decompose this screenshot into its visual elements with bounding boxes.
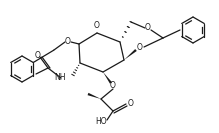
Polygon shape [103, 72, 112, 84]
Text: O: O [65, 38, 71, 47]
Polygon shape [124, 49, 137, 60]
Text: O: O [137, 43, 143, 51]
Text: HO: HO [95, 117, 107, 126]
Text: O: O [110, 82, 116, 90]
Text: O: O [145, 24, 151, 32]
Text: NH: NH [55, 74, 66, 82]
Text: O: O [94, 21, 100, 30]
Text: O: O [128, 99, 134, 109]
Text: O: O [35, 51, 41, 59]
Polygon shape [88, 93, 101, 99]
